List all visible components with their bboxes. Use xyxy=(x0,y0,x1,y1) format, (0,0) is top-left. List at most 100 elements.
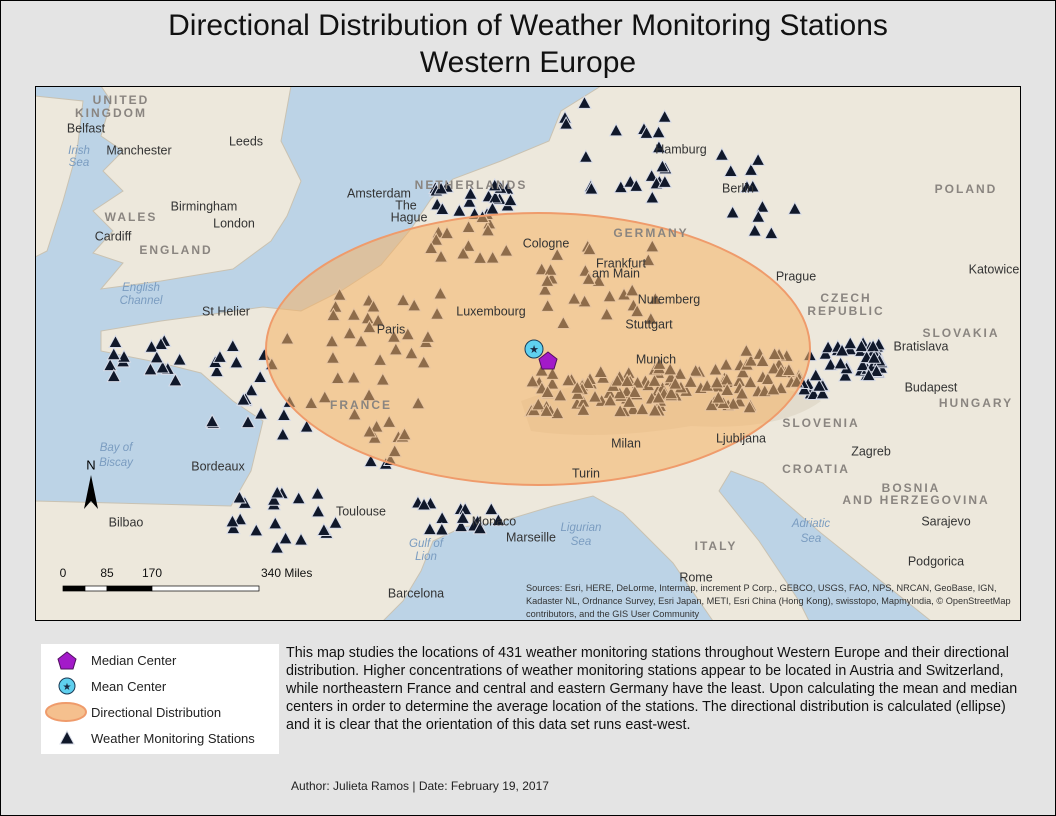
place-label: English xyxy=(122,282,160,294)
station-marker xyxy=(276,407,292,422)
station-marker xyxy=(422,521,438,536)
place-label: Katowice xyxy=(969,262,1020,276)
author-line: Author: Julieta Ramos | Date: February 1… xyxy=(291,779,549,793)
station-marker xyxy=(291,490,307,505)
place-label: Sea xyxy=(69,157,89,169)
mean-center xyxy=(524,339,544,359)
place-label: NETHERLANDS xyxy=(415,178,528,192)
station-marker xyxy=(102,357,118,372)
map-title: Directional Distribution of Weather Moni… xyxy=(168,9,888,42)
station-marker xyxy=(815,385,830,400)
place-label: CROATIA xyxy=(782,462,850,476)
station-marker xyxy=(229,354,244,369)
station-marker xyxy=(823,357,838,371)
station-marker xyxy=(225,513,240,528)
station-marker xyxy=(577,95,592,109)
scale-bar-segment xyxy=(151,585,260,592)
station-marker xyxy=(209,363,225,378)
place-label: CZECH xyxy=(820,291,871,305)
place-label: UNITED xyxy=(93,93,150,107)
place-label: WALES xyxy=(105,210,158,224)
place-label: Gulf of xyxy=(409,538,445,550)
station-marker xyxy=(275,426,291,441)
station-marker xyxy=(861,367,877,382)
place-label: Luxembourg xyxy=(456,304,526,318)
svg-text:★: ★ xyxy=(63,682,72,693)
place-label: Ligurian xyxy=(561,522,602,534)
station-marker xyxy=(226,520,241,535)
station-marker xyxy=(644,168,659,182)
place-label: ENGLAND xyxy=(139,243,212,257)
station-marker xyxy=(155,359,170,374)
legend-symbol: ★ xyxy=(58,677,76,695)
station-marker xyxy=(462,194,477,208)
place-label: Lion xyxy=(415,551,437,563)
station-marker xyxy=(240,414,256,429)
place-label: Cologne xyxy=(523,236,570,250)
place-label: Turin xyxy=(572,466,600,480)
legend-item: ★ Mean Center xyxy=(41,674,166,698)
station-marker xyxy=(808,367,824,382)
place-label: REPUBLIC xyxy=(807,304,884,318)
place-label: Cardiff xyxy=(95,229,132,243)
place-label: Budapest xyxy=(905,380,958,394)
station-marker xyxy=(168,372,183,387)
station-marker xyxy=(750,152,766,166)
legend-symbol xyxy=(59,729,75,745)
place-label: BOSNIA xyxy=(882,481,941,495)
north-arrow-label: N xyxy=(86,457,95,472)
median-center xyxy=(538,351,558,370)
legend-label: Mean Center xyxy=(91,678,167,694)
place-label: Zagreb xyxy=(851,444,891,458)
station-marker xyxy=(310,503,326,518)
place-label: Bratislava xyxy=(894,339,949,353)
station-marker xyxy=(455,510,471,524)
scale-bar-label: 85 xyxy=(100,566,114,580)
station-marker xyxy=(655,158,670,173)
place-label: Stuttgart xyxy=(625,317,673,331)
place-label: Bilbao xyxy=(109,515,144,529)
station-marker xyxy=(714,147,730,161)
station-marker xyxy=(725,204,740,219)
station-marker xyxy=(578,149,594,163)
station-marker xyxy=(253,406,269,420)
station-marker xyxy=(434,201,450,216)
place-label: SLOVENIA xyxy=(782,416,859,430)
station-marker xyxy=(743,162,759,176)
station-marker xyxy=(266,492,282,506)
station-marker xyxy=(106,368,122,383)
legend: Median Center ★ Mean Center Directional … xyxy=(41,644,279,754)
station-marker xyxy=(584,181,599,195)
station-marker xyxy=(293,532,309,546)
place-label: Channel xyxy=(120,295,163,307)
map-border xyxy=(35,86,1021,621)
station-marker xyxy=(651,139,667,154)
station-marker xyxy=(248,522,264,537)
place-label: Amsterdam xyxy=(347,186,411,200)
place-label: Berlin xyxy=(722,181,754,195)
station-marker xyxy=(644,189,660,204)
legend-symbol xyxy=(57,651,77,670)
station-marker xyxy=(434,521,450,536)
station-marker xyxy=(755,199,770,213)
place-label: Barcelona xyxy=(388,586,444,600)
station-marker xyxy=(116,349,132,363)
station-marker xyxy=(854,338,869,353)
station-marker xyxy=(869,363,884,377)
station-marker xyxy=(818,346,833,360)
place-label: Munich xyxy=(636,352,676,366)
legend-label: Median Center xyxy=(91,652,177,668)
station-marker xyxy=(558,116,574,130)
station-marker xyxy=(503,192,518,207)
station-marker xyxy=(153,336,169,351)
place-label: Sarajevo xyxy=(921,514,970,528)
station-marker xyxy=(310,486,325,500)
place-label: Monaco xyxy=(472,514,517,528)
station-marker xyxy=(472,520,488,535)
legend-item: Weather Monitoring Stations xyxy=(41,726,255,750)
station-marker xyxy=(842,335,858,350)
station-marker xyxy=(491,512,506,527)
station-marker xyxy=(149,349,165,364)
station-marker xyxy=(487,189,503,204)
